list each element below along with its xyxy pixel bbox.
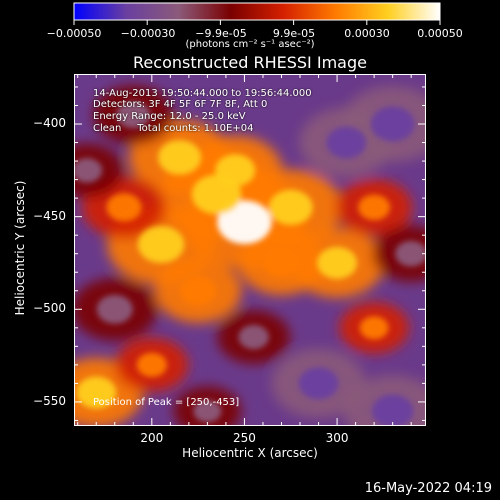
- y-tick-label: −500: [33, 301, 66, 316]
- source-core: [116, 101, 151, 129]
- image-map: [74, 74, 426, 426]
- source-core: [370, 106, 415, 142]
- info-line-counts: Clean Total counts: 1.10E+04: [93, 123, 254, 134]
- colorbar-tick-label: −0.00030: [120, 27, 176, 40]
- map-frame: [74, 74, 426, 426]
- source-core: [395, 240, 426, 267]
- y-axis-label: Heliocentric Y (arcsec): [13, 180, 27, 316]
- source-core: [358, 194, 391, 221]
- colorbar-units: (photons cm⁻² s⁻¹ asec⁻²): [185, 39, 315, 50]
- info-line-time: 14-Aug-2013 19:50:44.000 to 19:56:44.000: [93, 88, 312, 99]
- source-core: [217, 200, 272, 244]
- footer-date: 16-May-2022 04:19: [364, 481, 492, 496]
- source-core: [74, 158, 103, 183]
- chart-title: Reconstructed RHESSI Image: [133, 53, 367, 72]
- source-core: [158, 140, 202, 175]
- x-tick-label: 200: [140, 431, 164, 445]
- source-core: [193, 399, 222, 423]
- source-core: [298, 367, 339, 400]
- y-tick-label: −400: [33, 116, 66, 131]
- info-line-energy: Energy Range: 12.0 - 25.0 keV: [93, 111, 246, 122]
- source-core: [263, 248, 300, 278]
- source-core: [238, 324, 269, 350]
- source-core: [317, 246, 358, 279]
- source-core: [371, 394, 414, 426]
- colorbar-tick-label: 0.00050: [417, 27, 463, 40]
- info-line-detectors: Detectors: 3F 4F 5F 6F 7F 8F, Att 0: [93, 99, 268, 110]
- source-core: [137, 225, 185, 264]
- x-axis-label: Heliocentric X (arcsec): [182, 446, 318, 460]
- source-core: [268, 189, 313, 225]
- colorbar-gradient: [73, 2, 441, 21]
- source-core: [215, 154, 256, 187]
- x-tick-label: 250: [232, 431, 256, 445]
- source-core: [106, 193, 142, 222]
- source-core: [326, 126, 367, 159]
- colorbar-tick-label: −0.00050: [46, 27, 102, 40]
- source-core: [359, 316, 389, 340]
- colorbar: [73, 2, 441, 25]
- source-core: [96, 294, 133, 324]
- source-core: [76, 376, 117, 409]
- x-tick-label: 300: [325, 431, 349, 445]
- source-core: [179, 276, 217, 306]
- y-tick-label: −550: [33, 393, 66, 408]
- source-core: [136, 352, 168, 378]
- colorbar-tick-label: 9.9e-05: [272, 27, 316, 40]
- peak-position-label: Position of Peak = [250,-453]: [93, 397, 240, 408]
- colorbar-tick-label: 0.00030: [344, 27, 390, 40]
- y-tick-label: −450: [33, 208, 66, 223]
- colorbar-tick-label: −9.9e-05: [195, 27, 247, 40]
